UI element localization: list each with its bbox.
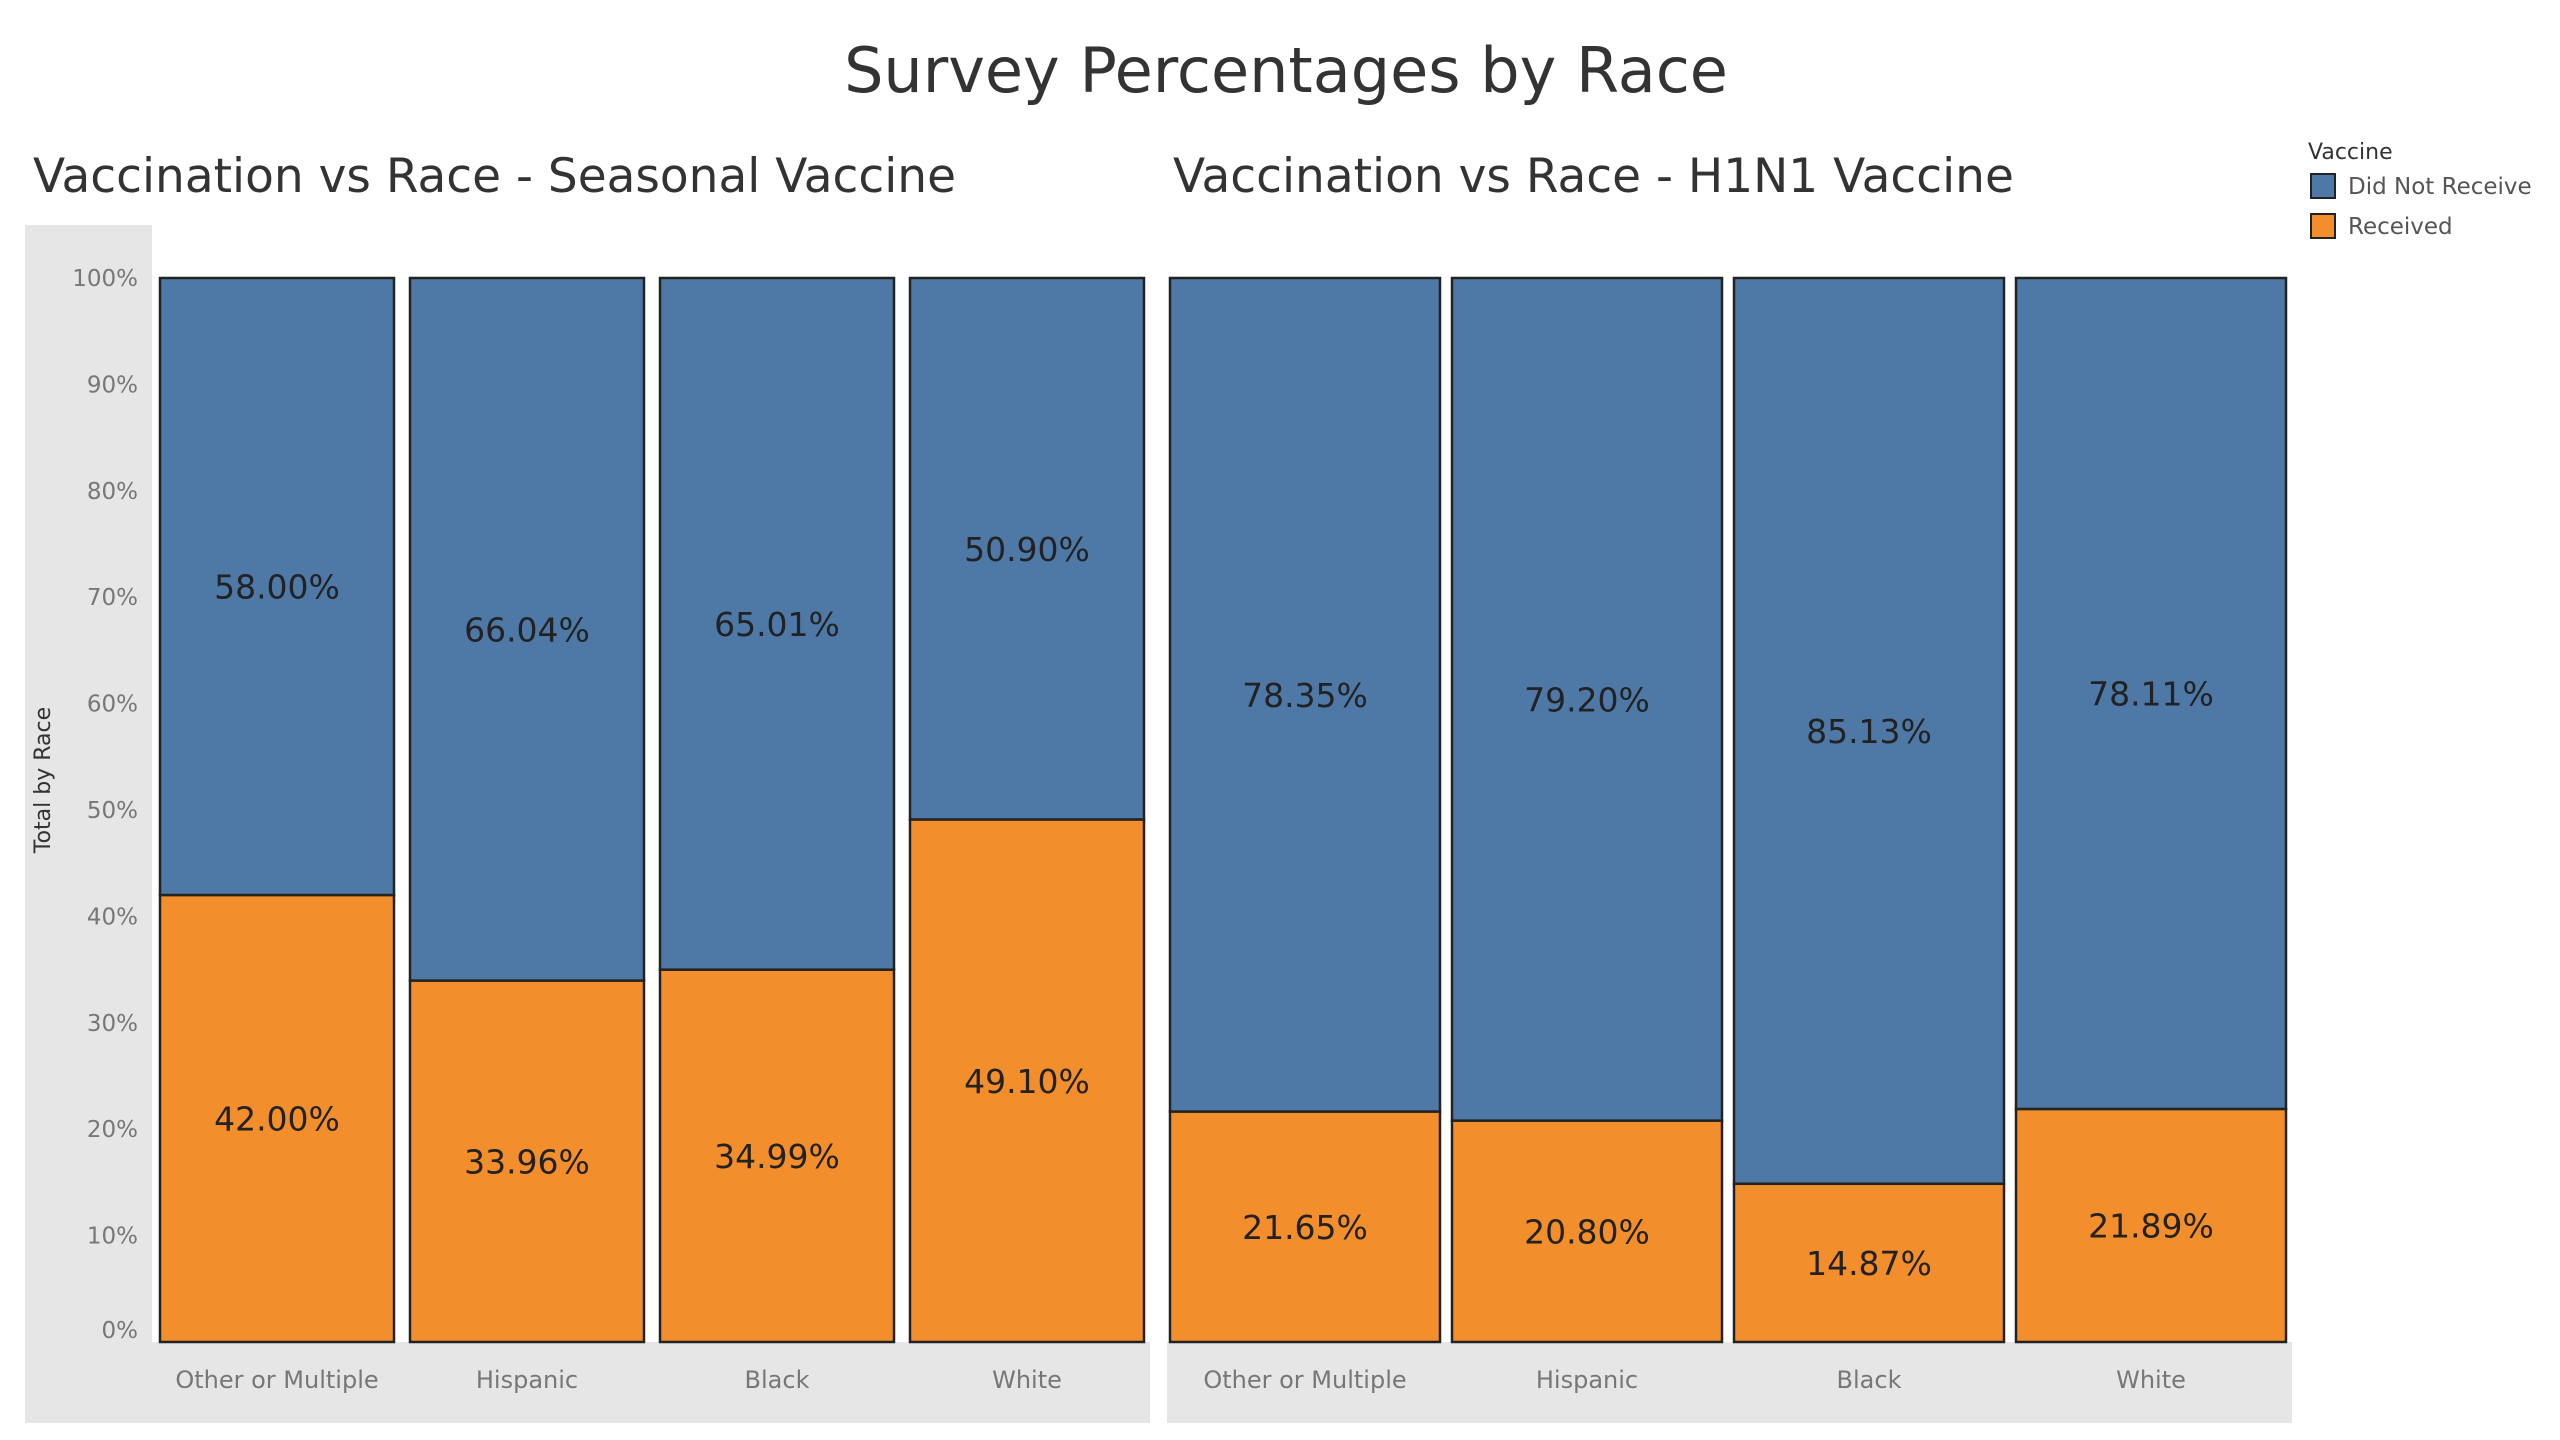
data-label-received: 14.87% — [1806, 1244, 1932, 1283]
data-label-received: 20.80% — [1524, 1212, 1650, 1251]
data-label-did-not-receive: 65.01% — [714, 605, 840, 644]
y-tick-label: 30% — [87, 1011, 138, 1037]
x-category-label: Black — [1837, 1366, 1902, 1394]
bar-did-not-receive[interactable] — [408, 276, 646, 982]
y-tick-label: 20% — [87, 1117, 138, 1143]
data-label-received: 33.96% — [464, 1142, 590, 1181]
bar-did-not-receive[interactable] — [1732, 276, 2006, 1186]
bar-did-not-receive[interactable] — [658, 276, 896, 971]
legend-item-did-not-receive[interactable]: Did Not Receive — [2310, 173, 2532, 200]
data-label-did-not-receive: 79.20% — [1524, 680, 1650, 719]
bar-did-not-receive[interactable] — [2014, 276, 2288, 1111]
data-label-did-not-receive: 85.13% — [1806, 712, 1932, 751]
y-tick-label: 0% — [102, 1318, 139, 1344]
bar-received[interactable] — [1450, 1119, 1724, 1344]
y-tick-label: 70% — [87, 585, 138, 611]
panel-title: Vaccination vs Race - H1N1 Vaccine — [1173, 149, 2014, 204]
bar-received[interactable] — [1168, 1110, 1442, 1344]
legend-swatch — [2310, 213, 2336, 239]
data-label-did-not-receive: 66.04% — [464, 610, 590, 649]
y-tick-label: 10% — [87, 1224, 138, 1250]
data-label-received: 21.89% — [2088, 1207, 2214, 1246]
panel-title: Vaccination vs Race - Seasonal Vaccine — [33, 149, 956, 204]
y-tick-label: 80% — [87, 479, 138, 505]
panel-1: Vaccination vs Race - Seasonal Vaccine 0%… — [25, 149, 1150, 1423]
y-tick-label: 100% — [72, 266, 138, 292]
x-category-label: Black — [745, 1366, 810, 1394]
y-tick-label: 90% — [87, 372, 138, 398]
data-label-received: 21.65% — [1242, 1208, 1368, 1247]
y-tick-label: 60% — [87, 692, 138, 718]
data-label-received: 42.00% — [214, 1100, 340, 1139]
data-label-received: 34.99% — [714, 1137, 840, 1176]
chart-panels: Vaccination vs Race - Seasonal Vaccine 0%… — [25, 149, 2292, 1423]
legend-swatch — [2310, 173, 2336, 199]
legend-item-received[interactable]: Received — [2310, 213, 2453, 240]
data-label-received: 49.10% — [964, 1062, 1090, 1101]
x-category-label: Hispanic — [476, 1366, 578, 1394]
panel-2: Vaccination vs Race - H1N1 Vaccine 78.35%… — [1167, 149, 2292, 1423]
legend-label: Received — [2348, 214, 2453, 240]
y-axis-title: Total by Race — [31, 707, 56, 854]
x-category-label: Other or Multiple — [1203, 1366, 1406, 1394]
data-label-did-not-receive: 78.11% — [2088, 675, 2214, 714]
x-category-label: Hispanic — [1536, 1366, 1638, 1394]
bar-received[interactable] — [1732, 1182, 2006, 1344]
bar-received[interactable] — [658, 968, 896, 1344]
data-label-did-not-receive: 58.00% — [214, 568, 340, 607]
main-title: Survey Percentages by Race — [844, 34, 1728, 107]
bar-received[interactable] — [2014, 1107, 2288, 1344]
legend[interactable]: Vaccine Did Not Receive Received — [2308, 140, 2532, 240]
data-label-did-not-receive: 50.90% — [964, 530, 1090, 569]
legend-label: Did Not Receive — [2348, 174, 2532, 200]
bar-received[interactable] — [908, 818, 1146, 1344]
bar-received[interactable] — [408, 979, 646, 1344]
bar-did-not-receive[interactable] — [908, 276, 1146, 821]
y-tick-label: 40% — [87, 904, 138, 930]
x-category-label: White — [2116, 1366, 2186, 1394]
data-label-did-not-receive: 78.35% — [1242, 676, 1368, 715]
y-tick-label: 50% — [87, 798, 138, 824]
x-category-label: Other or Multiple — [175, 1366, 378, 1394]
bar-did-not-receive[interactable] — [1450, 276, 1724, 1122]
bar-did-not-receive[interactable] — [1168, 276, 1442, 1113]
legend-title: Vaccine — [2308, 140, 2393, 165]
x-category-label: White — [992, 1366, 1062, 1394]
bar-received[interactable] — [158, 893, 396, 1344]
